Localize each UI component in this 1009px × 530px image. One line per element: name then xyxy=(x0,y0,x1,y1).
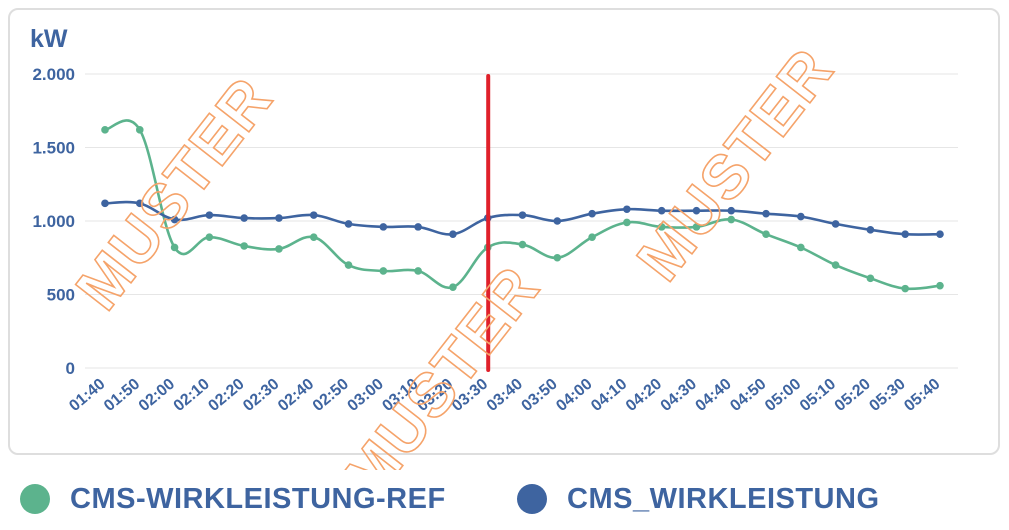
series-point-0 xyxy=(727,215,736,224)
legend-label-actual: CMS_WIRKLEISTUNG xyxy=(567,482,880,515)
series-point-1 xyxy=(553,217,562,225)
x-tick-label: 04:10 xyxy=(588,376,630,415)
x-tick-label: 05:30 xyxy=(866,376,908,415)
x-tick-label: 04:50 xyxy=(727,376,769,415)
series-point-1 xyxy=(205,211,214,219)
legend: CMS-WIRKLEISTUNG-REF CMS_WIRKLEISTUNG xyxy=(0,476,1009,526)
series-point-1 xyxy=(762,209,770,218)
x-tick-label: 02:40 xyxy=(275,376,317,415)
series-point-0 xyxy=(762,230,770,239)
series-point-0 xyxy=(901,284,910,293)
chart-card xyxy=(8,8,1000,455)
y-tick-label: 2.000 xyxy=(32,65,75,84)
series-point-1 xyxy=(240,214,248,222)
series-point-0 xyxy=(135,126,144,134)
series-point-0 xyxy=(936,281,944,290)
series-point-0 xyxy=(449,283,457,291)
x-tick-label: 05:40 xyxy=(901,376,943,415)
series-point-1 xyxy=(936,230,944,239)
series-point-1 xyxy=(901,230,910,239)
series-point-1 xyxy=(135,199,144,208)
series-point-0 xyxy=(240,242,248,250)
legend-item-actual[interactable]: CMS_WIRKLEISTUNG xyxy=(517,476,880,522)
series-point-1 xyxy=(449,230,457,239)
x-tick-label: 01:40 xyxy=(66,376,108,415)
x-tick-label: 05:10 xyxy=(797,376,839,415)
x-tick-label: 03:40 xyxy=(484,376,526,415)
series-point-0 xyxy=(657,223,666,231)
line-chart: 0 500 1.000 1.500 2.000 kW 01:4001:5002:0002:1… xyxy=(30,25,958,470)
series-point-0 xyxy=(553,253,562,262)
series-point-1 xyxy=(414,223,422,231)
y-tick-label: 0 xyxy=(66,359,75,378)
series-point-0 xyxy=(170,243,179,252)
x-tick-label: 04:40 xyxy=(692,376,734,415)
series-point-1 xyxy=(692,206,701,215)
series-point-0 xyxy=(344,261,353,269)
x-tick-label: 02:20 xyxy=(205,376,247,415)
x-tick-label: 02:50 xyxy=(310,376,352,415)
series-point-1 xyxy=(518,211,527,219)
legend-item-ref[interactable]: CMS-WIRKLEISTUNG-REF xyxy=(20,476,446,522)
series-point-1 xyxy=(275,214,283,222)
x-tick-label: 01:50 xyxy=(101,376,143,415)
series-point-0 xyxy=(275,245,283,253)
series-point-0 xyxy=(692,223,701,231)
series-point-0 xyxy=(831,261,840,269)
x-tick-label: 02:30 xyxy=(240,376,282,415)
series-point-1 xyxy=(379,223,388,231)
series-point-0 xyxy=(797,243,805,252)
series-point-1 xyxy=(344,220,353,228)
watermark-text: MUSTER xyxy=(63,64,286,322)
series-point-0 xyxy=(205,233,214,241)
legend-marker-actual xyxy=(517,484,547,514)
y-axis-label: kW xyxy=(30,25,68,53)
x-tick-label: 04:30 xyxy=(658,376,700,415)
series-point-1 xyxy=(588,209,596,218)
series-point-1 xyxy=(866,226,875,234)
series-point-0 xyxy=(623,218,631,227)
y-tick-label: 500 xyxy=(47,286,75,305)
series-point-1 xyxy=(170,215,179,224)
x-tick-label: 05:00 xyxy=(762,376,804,415)
series-point-1 xyxy=(101,199,109,208)
series-point-0 xyxy=(588,233,596,241)
series-point-1 xyxy=(727,206,736,215)
legend-marker-ref xyxy=(20,484,50,514)
series-point-0 xyxy=(866,274,875,283)
series-point-1 xyxy=(309,211,318,219)
series-point-0 xyxy=(518,240,527,249)
series-point-1 xyxy=(797,212,805,221)
y-tick-label: 1.500 xyxy=(32,139,75,158)
y-tick-label: 1.000 xyxy=(32,212,75,231)
series-point-1 xyxy=(831,220,840,228)
series-point-1 xyxy=(657,206,666,215)
legend-label-ref: CMS-WIRKLEISTUNG-REF xyxy=(70,482,446,515)
series-point-0 xyxy=(309,233,318,241)
series-point-0 xyxy=(101,126,109,134)
series-point-0 xyxy=(414,267,422,275)
x-tick-label: 04:00 xyxy=(553,376,595,415)
series-point-0 xyxy=(379,267,388,275)
series-point-1 xyxy=(623,205,631,214)
x-tick-label: 04:20 xyxy=(623,376,665,415)
x-tick-label: 02:10 xyxy=(171,376,213,415)
x-tick-label: 05:20 xyxy=(832,376,874,415)
x-tick-label: 03:50 xyxy=(519,376,561,415)
x-tick-label: 02:00 xyxy=(136,376,178,415)
